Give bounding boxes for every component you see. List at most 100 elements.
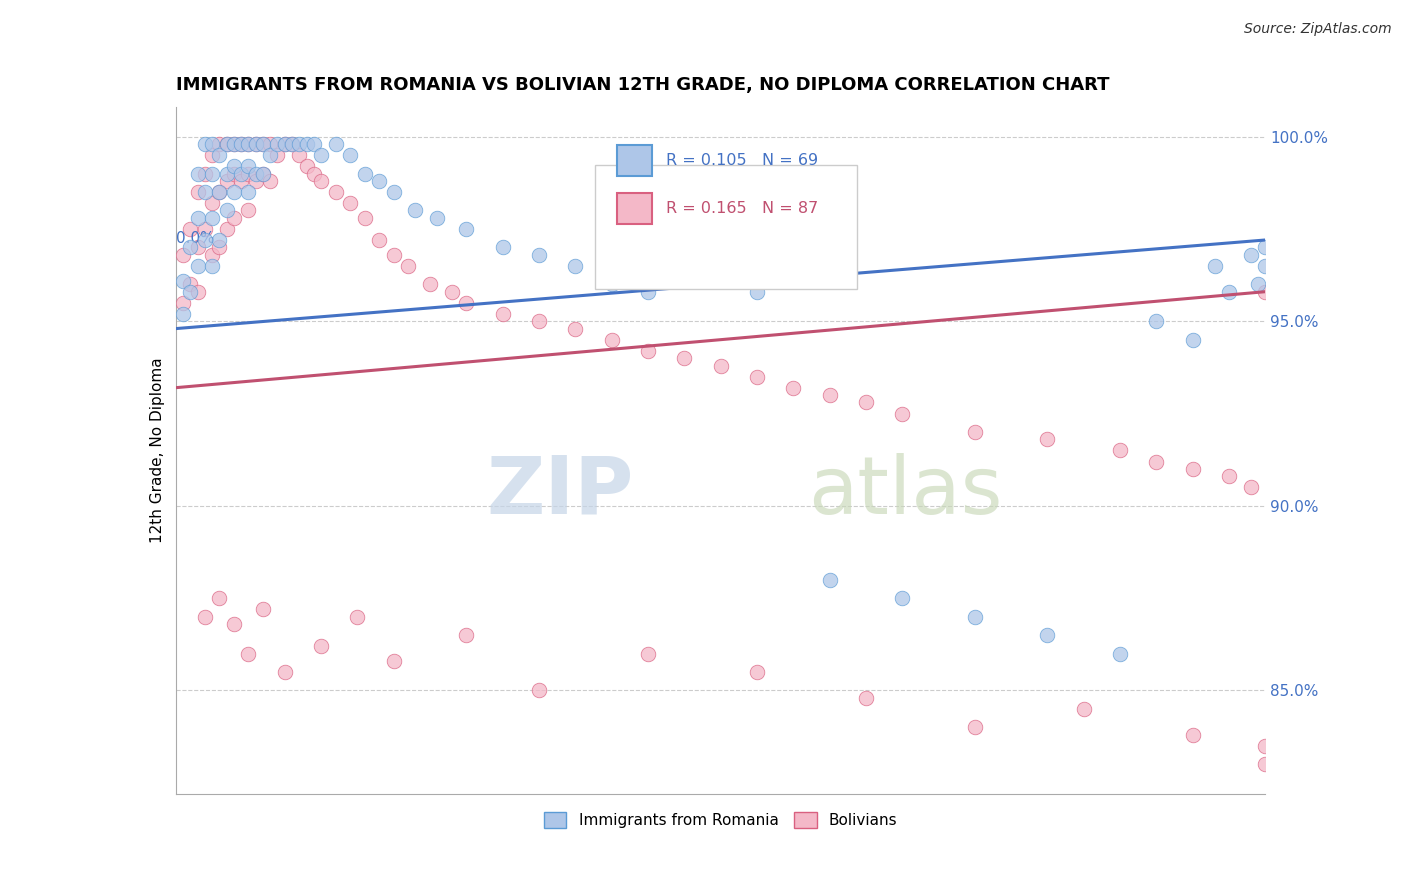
Point (222, 136, 245, 151)
Point (382, 185, 405, 199)
Point (201, 167, 224, 181)
Point (1254, 259, 1277, 273)
Point (208, 591, 231, 606)
Point (527, 248, 550, 262)
Point (405, 203, 427, 218)
Point (208, 240, 231, 254)
Point (201, 148, 224, 162)
Point (1254, 285, 1277, 299)
Point (194, 167, 217, 181)
Point (194, 136, 217, 151)
Point (309, 148, 332, 162)
Point (1109, 647, 1132, 661)
Point (288, 136, 311, 151)
Text: atlas: atlas (807, 452, 1002, 531)
Point (215, 222, 238, 236)
Point (637, 647, 659, 661)
Point (1254, 739, 1277, 753)
Point (1240, 480, 1263, 494)
Point (274, 665, 297, 679)
Point (222, 159, 245, 173)
Point (222, 136, 245, 151)
Point (281, 136, 304, 151)
Point (231, 136, 253, 151)
Point (309, 174, 332, 188)
Point (1036, 628, 1059, 642)
Point (252, 167, 274, 181)
Point (492, 240, 515, 254)
Point (673, 351, 696, 366)
Point (368, 174, 391, 188)
Point (201, 196, 224, 211)
Point (564, 259, 586, 273)
Point (527, 683, 550, 698)
Point (1146, 314, 1168, 328)
Point (201, 136, 224, 151)
Point (186, 167, 209, 181)
Point (419, 277, 441, 292)
Point (208, 185, 231, 199)
Point (1036, 433, 1059, 447)
Point (231, 136, 253, 151)
Point (172, 307, 194, 321)
Text: R = 0.165   N = 87: R = 0.165 N = 87 (666, 202, 818, 216)
Point (201, 259, 224, 273)
Point (238, 159, 260, 173)
Point (963, 720, 986, 734)
Point (186, 285, 209, 299)
Point (186, 185, 209, 199)
Point (194, 609, 217, 624)
Point (215, 203, 238, 218)
Point (891, 591, 914, 606)
Point (238, 167, 260, 181)
Point (745, 285, 768, 299)
Point (245, 167, 267, 181)
Point (325, 136, 347, 151)
Point (818, 573, 841, 587)
Text: R = 0.105   N = 69: R = 0.105 N = 69 (666, 153, 818, 168)
Point (745, 369, 768, 384)
Point (179, 285, 201, 299)
FancyBboxPatch shape (617, 145, 652, 176)
Point (891, 407, 914, 421)
Point (1247, 277, 1270, 292)
Point (252, 602, 274, 616)
Point (963, 425, 986, 439)
Point (818, 388, 841, 402)
Point (782, 381, 804, 395)
Point (215, 167, 238, 181)
Point (339, 148, 361, 162)
Point (353, 167, 375, 181)
Point (172, 248, 194, 262)
Point (1218, 469, 1240, 483)
Point (339, 196, 361, 211)
Point (222, 211, 245, 225)
Point (238, 185, 260, 199)
Point (238, 647, 260, 661)
Point (194, 233, 217, 247)
Point (673, 240, 696, 254)
Point (274, 136, 297, 151)
Point (710, 259, 733, 273)
Point (259, 174, 281, 188)
Point (186, 240, 209, 254)
Point (1218, 285, 1240, 299)
Point (1254, 240, 1277, 254)
Point (281, 136, 304, 151)
Point (456, 295, 478, 310)
Point (252, 167, 274, 181)
Point (353, 211, 375, 225)
Text: Source: ZipAtlas.com: Source: ZipAtlas.com (1244, 22, 1392, 37)
Point (252, 136, 274, 151)
FancyBboxPatch shape (595, 165, 856, 289)
Point (231, 174, 253, 188)
Point (1109, 443, 1132, 458)
FancyBboxPatch shape (617, 193, 652, 224)
Point (238, 136, 260, 151)
Point (208, 136, 231, 151)
Point (186, 211, 209, 225)
Point (266, 148, 288, 162)
Point (245, 174, 267, 188)
Legend: Immigrants from Romania, Bolivians: Immigrants from Romania, Bolivians (537, 806, 904, 834)
Point (215, 174, 238, 188)
